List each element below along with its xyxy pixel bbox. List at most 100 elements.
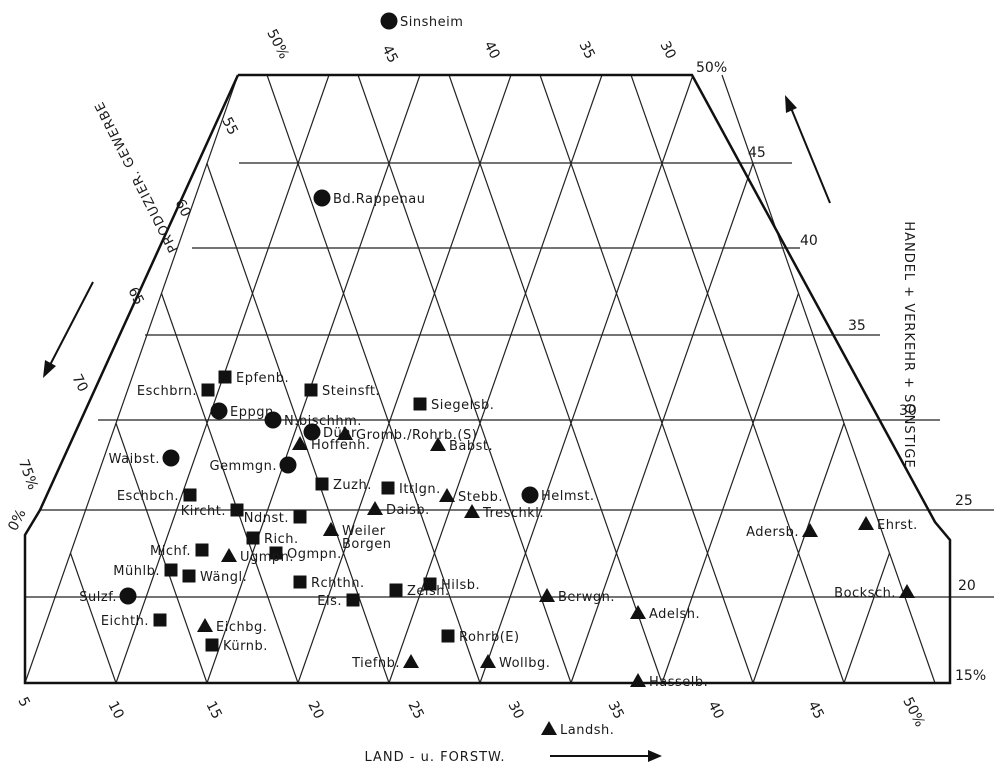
data-point-label: Babst. (449, 439, 493, 454)
data-point-square (205, 638, 219, 652)
bottom-tick: 35 (604, 699, 626, 722)
grid-line-diagonal (479, 74, 694, 684)
left-tick: 55 (218, 115, 240, 138)
left-tick: 65 (124, 285, 146, 308)
data-point-square (246, 531, 260, 545)
data-point-label: Gromb./Rohrb.(S) (356, 428, 477, 443)
data-point-label: Kircht. (181, 504, 226, 519)
data-point-label: Hilsb. (441, 578, 480, 593)
data-point-square (201, 383, 215, 397)
data-point-label: Daisb. (386, 503, 430, 518)
data-point-square (182, 569, 196, 583)
data-point-label: Hoffenh. (311, 438, 371, 453)
data-point-label: Eschbrn. (137, 384, 197, 399)
right-tick: 20 (958, 578, 976, 594)
data-point-square (304, 383, 318, 397)
left-tick: 60 (171, 197, 193, 220)
bottom-tick: 30 (504, 699, 526, 722)
left-axis-ticks: 50% 55 60 65 70 75% 0% (5, 27, 291, 534)
data-point-square (423, 577, 437, 591)
grid-line-diagonal (160, 292, 299, 684)
top-axis-ticks: 45 40 35 30 (378, 39, 678, 66)
top-tick: 35 (575, 39, 597, 62)
grid-line-diagonal (69, 552, 117, 684)
data-point-label: Sulzf. (79, 590, 117, 605)
data-point-circle (119, 587, 137, 605)
data-point-triangle (480, 654, 496, 668)
bottom-tick: 40 (704, 699, 726, 722)
data-point-label: Steinsft. (322, 384, 380, 399)
data-point-square (315, 477, 329, 491)
left-axis-arrow (49, 281, 94, 366)
data-point-triangle (858, 516, 874, 530)
grid-lines (24, 74, 994, 684)
top-tick: 40 (480, 39, 502, 62)
bottom-tick: 15 (202, 699, 224, 722)
data-point-label: Ndnst. (244, 511, 289, 526)
bottom-axis-arrowhead (648, 750, 662, 762)
data-point-label: Eichbg. (216, 620, 267, 635)
right-tick: 35 (848, 318, 866, 334)
bottom-tick: 50% (899, 695, 927, 730)
right-axis-arrow (790, 107, 831, 204)
frame-outline (23, 73, 952, 685)
grid-line-diagonal (539, 74, 754, 684)
data-point-square (195, 543, 209, 557)
data-point-square (346, 593, 360, 607)
right-tick: 45 (748, 145, 766, 161)
data-point-triangle (403, 654, 419, 668)
right-tick: 30 (899, 403, 917, 419)
data-point-triangle (367, 501, 383, 515)
data-point-circle (162, 449, 180, 467)
data-point-label: Wollbg. (499, 656, 550, 671)
data-point-triangle (439, 488, 455, 502)
data-point-triangle (802, 523, 818, 537)
data-point-circle (210, 402, 228, 420)
data-point-label: Gemmgn. (209, 459, 277, 474)
data-point-label: Sinsheim (400, 15, 463, 30)
grid-line-diagonal (357, 74, 572, 684)
data-point-label: Ittlgn. (399, 482, 441, 497)
data-point-label: Stebb. (458, 490, 503, 505)
data-point-label: Mühlb. (113, 564, 160, 579)
bottom-tick: 10 (104, 699, 126, 722)
grid-line-diagonal (115, 422, 208, 684)
bottom-tick: 20 (304, 699, 326, 722)
data-point-label: Zeish. (407, 584, 450, 599)
data-point-label: Kürnb. (223, 639, 268, 654)
data-point-square (218, 370, 232, 384)
data-point-square (441, 629, 455, 643)
data-point-square (230, 503, 244, 517)
grid-line-diagonal (721, 74, 936, 684)
data-point-triangle (899, 584, 915, 598)
left-axis-arrowhead (43, 360, 56, 378)
data-point-triangle (337, 426, 353, 440)
data-point-label: Hasselb. (649, 675, 708, 690)
right-axis-title: HANDEL + VERKEHR + SONSTIGE (901, 221, 916, 468)
data-point-label: Borgen (342, 537, 391, 552)
data-point-label: Eichth. (101, 614, 149, 629)
data-point-square (381, 481, 395, 495)
data-point-label: Ogmpn. (287, 547, 342, 562)
data-point-label: Bocksch. (834, 586, 896, 601)
data-point-circle (313, 189, 331, 207)
data-point-square (293, 575, 307, 589)
left-tick: 50% (263, 27, 291, 62)
axis-arrows (43, 95, 831, 762)
data-point-square (413, 397, 427, 411)
data-point-circle (279, 456, 297, 474)
bottom-tick: 45 (804, 699, 826, 722)
right-axis-ticks: 50% 45 40 35 30 25 20 15% (696, 60, 986, 684)
data-point-triangle (197, 618, 213, 632)
data-point-triangle (539, 588, 555, 602)
data-point-triangle (630, 673, 646, 687)
data-point-label: Michf. (150, 544, 191, 559)
data-point-square (164, 563, 178, 577)
data-point-triangle (430, 437, 446, 451)
top-tick: 45 (378, 43, 400, 66)
grid-line-diagonal (24, 74, 239, 684)
data-point-square (153, 613, 167, 627)
